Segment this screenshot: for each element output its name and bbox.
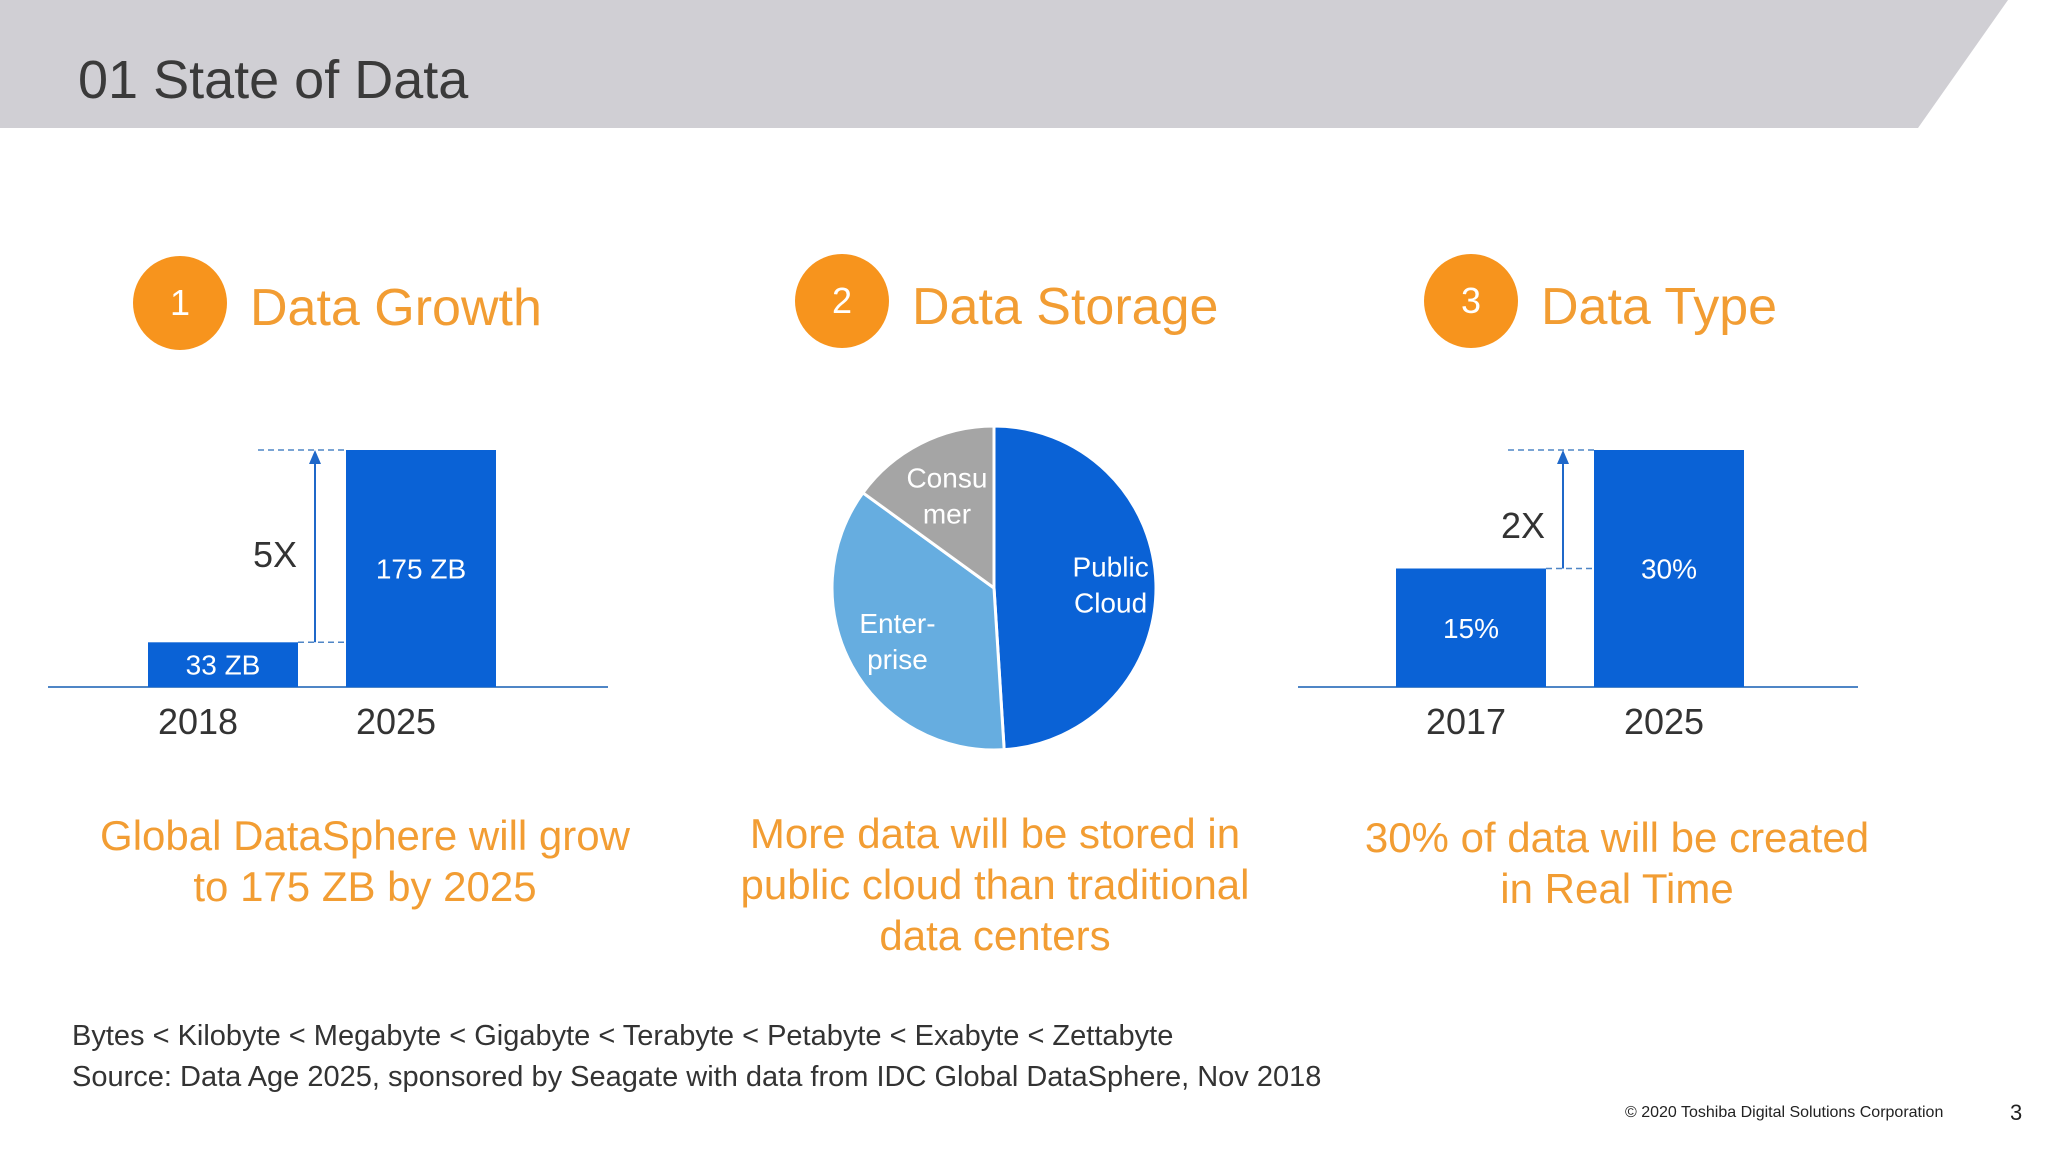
step-1-number: 1 — [169, 282, 191, 323]
bar-data-label: 30% — [1641, 554, 1697, 585]
page-title: 01 State of Data — [78, 50, 469, 110]
step-2-number: 2 — [831, 280, 853, 321]
footnote-byte-scale: Bytes < Kilobyte < Megabyte < Gigabyte <… — [72, 1020, 1174, 1052]
step-3-number: 3 — [1460, 280, 1482, 321]
section-title-data-type: Data Type — [1541, 278, 1778, 336]
caption-line: in Real Time — [1500, 865, 1734, 912]
caption-data-growth: Global DataSphere will grow to 175 ZB by… — [85, 810, 645, 912]
pie-slice — [830, 490, 1006, 752]
bar-data-label: 175 ZB — [376, 554, 466, 585]
pie-slice-label: Cloud — [1074, 587, 1147, 618]
bar-data-label: 15% — [1443, 613, 1499, 644]
caption-line: public cloud than traditional — [740, 861, 1250, 908]
step-1-badge: 1 — [133, 256, 227, 350]
data-storage-pie-chart: Public Cloud Enter-prise Consu mer — [830, 424, 1158, 752]
header-band-shape — [0, 0, 2008, 128]
pie-slice-label: prise — [867, 644, 928, 675]
pie-slice-label: Enter- — [859, 608, 935, 639]
growth-arrow-head — [309, 450, 321, 464]
x-tick-label: 2025 — [356, 701, 436, 742]
caption-line: to 175 ZB by 2025 — [193, 863, 537, 910]
step-2-badge: 2 — [795, 254, 889, 348]
caption-data-storage: More data will be stored in public cloud… — [715, 808, 1275, 961]
header-band — [0, 0, 2008, 128]
pie-slice — [992, 424, 1158, 752]
pie-slice-label: mer — [923, 499, 971, 530]
step-3-badge: 3 — [1424, 254, 1518, 348]
caption-line: data centers — [879, 912, 1111, 959]
pie-slice-label: Public — [1072, 551, 1148, 582]
bar-data-label: 33 ZB — [186, 650, 261, 681]
copyright-notice: © 2020 Toshiba Digital Solutions Corpora… — [1625, 1104, 1944, 1121]
bar — [346, 450, 496, 687]
bar — [1594, 450, 1744, 687]
section-title-data-growth: Data Growth — [250, 279, 542, 337]
pie-slice-label: Consu — [906, 463, 987, 494]
section-title-data-storage: Data Storage — [912, 278, 1219, 336]
pie-slice — [860, 424, 996, 591]
footnotes: Bytes < Kilobyte < Megabyte < Gigabyte <… — [72, 1016, 1321, 1098]
caption-line: Global DataSphere will grow — [100, 812, 630, 859]
caption-data-type: 30% of data will be created in Real Time — [1337, 812, 1897, 914]
growth-arrow-head — [1557, 450, 1569, 464]
caption-line: 30% of data will be created — [1364, 814, 1870, 861]
bar — [148, 642, 298, 687]
x-tick-label: 2017 — [1426, 701, 1506, 742]
growth-multiplier-label: 5X — [253, 534, 297, 575]
bar — [1396, 568, 1546, 687]
footnote-source: Source: Data Age 2025, sponsored by Seag… — [72, 1061, 1322, 1093]
x-tick-label: 2025 — [1624, 701, 1704, 742]
data-type-bar-chart: 15% 2017 30% 2025 2X — [1298, 449, 1858, 742]
page-number: 3 — [2010, 1100, 2023, 1125]
growth-multiplier-label: 2X — [1501, 505, 1545, 546]
data-growth-bar-chart: 33 ZB 2018 175 ZB 2025 5X — [48, 449, 608, 742]
x-tick-label: 2018 — [158, 701, 238, 742]
caption-line: More data will be stored in — [749, 810, 1241, 857]
